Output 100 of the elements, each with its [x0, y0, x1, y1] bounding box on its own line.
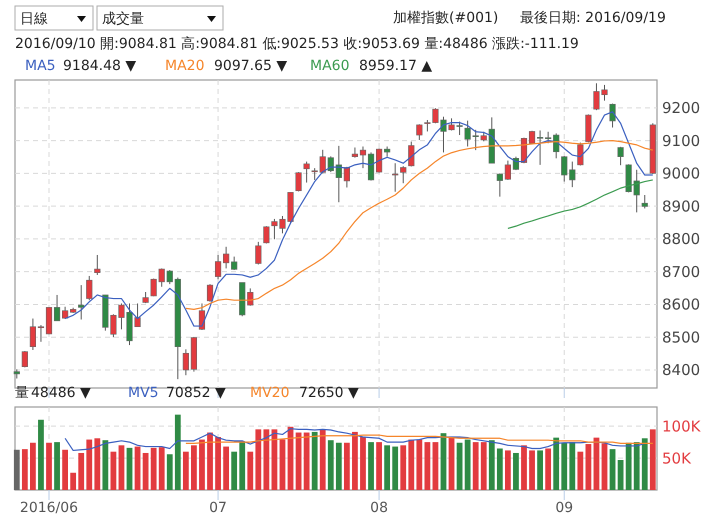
- bar: [280, 440, 286, 490]
- candlestick: [182, 348, 189, 376]
- bar: [545, 448, 552, 490]
- bar: [296, 432, 302, 490]
- candlestick: [448, 118, 455, 131]
- bar: [464, 440, 471, 490]
- x-tick-label: 07: [209, 500, 227, 516]
- candlestick: [231, 256, 238, 271]
- candlestick: [110, 314, 117, 338]
- bar: [642, 438, 648, 490]
- candlestick: [223, 246, 230, 269]
- bar: [272, 429, 278, 490]
- bar: [22, 449, 28, 490]
- bar: [352, 432, 358, 490]
- bar: [368, 442, 374, 490]
- candlestick: [30, 318, 36, 350]
- text: 9184.48 ▼: [63, 58, 136, 74]
- text: MV20: [250, 385, 290, 401]
- bar: [448, 438, 454, 490]
- bar: [488, 440, 495, 490]
- y-tick-label: 8600: [662, 296, 700, 314]
- candlestick: [408, 141, 414, 167]
- candlestick: [360, 146, 366, 169]
- candlestick: [271, 218, 278, 240]
- annotation: 72650 ▼: [299, 385, 359, 401]
- line-series: [185, 434, 654, 444]
- bar: [400, 445, 406, 490]
- y-tick-label: 8700: [662, 262, 700, 281]
- candlestick: [62, 306, 68, 320]
- text: 8959.17 ▲: [359, 58, 432, 74]
- bar: [472, 442, 479, 490]
- bar: [344, 442, 350, 490]
- bar: [94, 438, 100, 490]
- candlestick: [456, 121, 463, 136]
- bar: [424, 442, 430, 490]
- candlestick: [400, 166, 406, 184]
- candlestick: [504, 160, 511, 180]
- candlestick: [601, 84, 608, 102]
- bar: [191, 445, 197, 490]
- bar: [577, 452, 584, 490]
- bar: [521, 445, 527, 490]
- bar: [594, 438, 600, 490]
- candlestick: [352, 147, 358, 158]
- text: 2016/09/10 開:9084.81 高:9084.81 低:9025.53 收:9053.69 量:48486 漲跌:-111.19: [15, 36, 579, 52]
- y-tick-label: 8900: [662, 197, 700, 216]
- bar: [174, 414, 181, 490]
- text: MA60: [310, 58, 350, 74]
- candlestick: [593, 82, 600, 111]
- series-label: 量: [15, 385, 29, 401]
- y-tick-label: 50K: [662, 449, 692, 468]
- bar: [150, 448, 157, 490]
- bar: [14, 450, 20, 490]
- y-tick-label: 9000: [662, 164, 700, 183]
- text: 9097.65 ▼: [214, 58, 288, 74]
- bar: [239, 442, 246, 490]
- candlestick: [392, 162, 398, 192]
- bar: [223, 446, 230, 490]
- bar: [480, 442, 487, 490]
- bar: [78, 452, 84, 490]
- bar: [30, 442, 36, 490]
- candlestick: [263, 226, 270, 244]
- bar: [134, 446, 140, 490]
- bar: [54, 442, 60, 490]
- candlestick: [134, 302, 141, 328]
- y-tick-label: 9200: [662, 99, 700, 118]
- bar: [312, 432, 318, 490]
- candlestick: [642, 194, 648, 209]
- bar: [513, 452, 519, 490]
- candlestick: [432, 108, 439, 124]
- bar: [585, 444, 592, 490]
- bar: [376, 442, 382, 490]
- bar: [215, 437, 221, 490]
- bar: [166, 454, 173, 490]
- candlestick: [304, 161, 310, 184]
- candlestick: [384, 146, 390, 158]
- bar: [182, 452, 189, 490]
- bar: [610, 449, 616, 490]
- bar: [142, 452, 149, 490]
- bar: [504, 450, 511, 490]
- candlestick: [536, 130, 544, 166]
- x-tick-label: 2016/06: [20, 500, 78, 516]
- bar: [650, 429, 656, 490]
- candlestick: [214, 254, 222, 280]
- bar: [126, 448, 132, 490]
- bar: [569, 442, 576, 490]
- candlestick: [118, 302, 125, 330]
- bar: [263, 429, 270, 490]
- x-tick-label: 08: [370, 500, 388, 516]
- bar: [320, 430, 326, 490]
- text: MA20: [165, 58, 204, 74]
- bar: [304, 432, 310, 490]
- bar: [408, 440, 414, 490]
- y-tick-label: 8800: [662, 230, 700, 248]
- bar: [62, 450, 68, 490]
- candlestick: [255, 241, 262, 265]
- candlestick: [206, 284, 214, 302]
- bar: [537, 450, 543, 490]
- bar: [199, 440, 205, 490]
- bar: [336, 442, 342, 490]
- bar: [231, 452, 238, 490]
